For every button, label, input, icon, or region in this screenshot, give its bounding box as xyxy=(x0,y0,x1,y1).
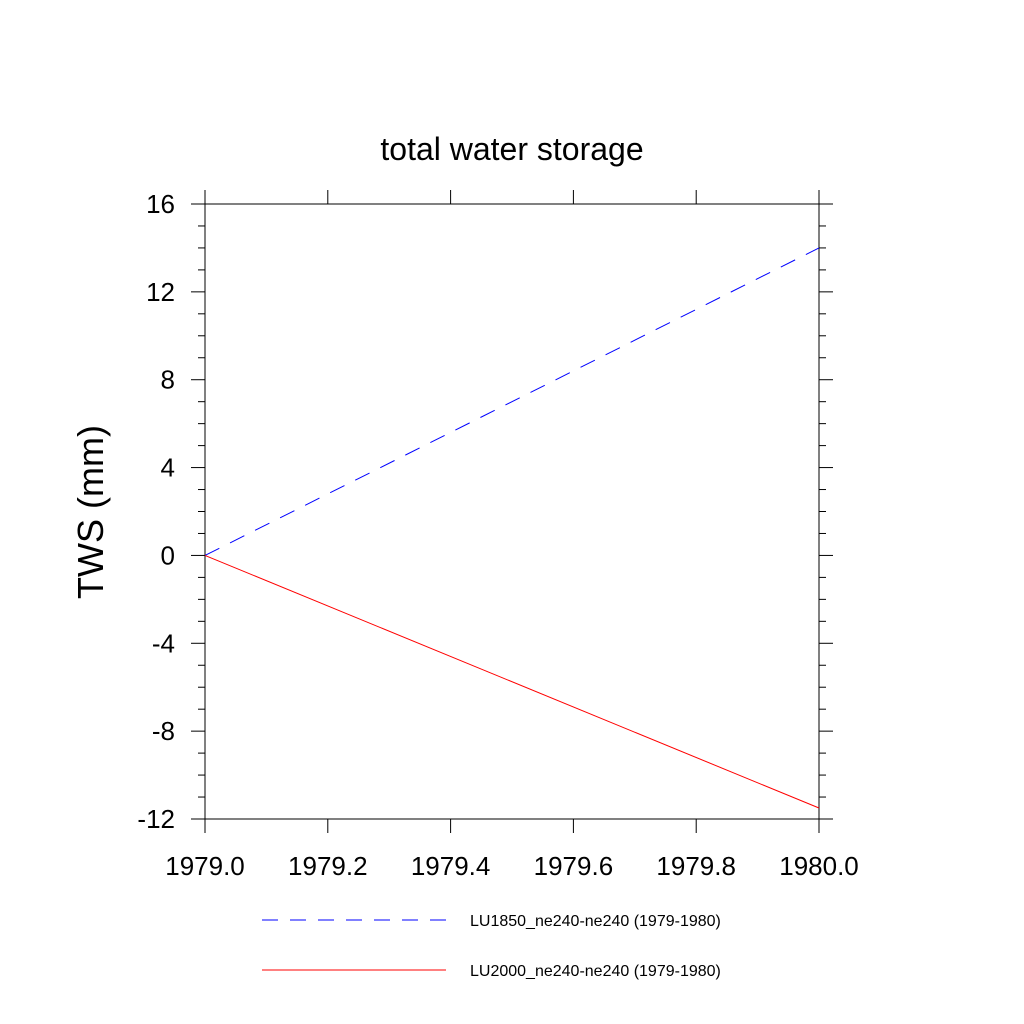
x-tick-labels: 1979.0 1979.2 1979.4 1979.6 1979.8 1980.0 xyxy=(165,851,859,881)
y-tick-label: -4 xyxy=(152,628,175,658)
y-tick-label: 4 xyxy=(161,453,175,483)
y-tick-label: -8 xyxy=(152,716,175,746)
major-ticks xyxy=(191,190,833,833)
y-axis-label: TWS (mm) xyxy=(70,425,111,599)
legend-label-1: LU1850_ne240-ne240 (1979-1980) xyxy=(470,913,721,930)
x-tick-label: 1979.8 xyxy=(656,851,736,881)
series-lines xyxy=(204,247,820,809)
plot-frame xyxy=(204,203,820,820)
legend-label-2: LU2000_ne240-ne240 (1979-1980) xyxy=(470,963,721,980)
x-tick-label: 1979.2 xyxy=(288,851,368,881)
x-tick-label: 1979.4 xyxy=(411,851,491,881)
x-tick-label: 1979.0 xyxy=(165,851,245,881)
y-tick-label: 0 xyxy=(161,540,175,570)
legend: LU1850_ne240-ne240 (1979-1980) LU2000_ne2… xyxy=(262,913,721,980)
series-line-1 xyxy=(204,247,820,556)
y-tick-labels: -12 -8 -4 0 4 8 12 16 xyxy=(137,189,175,834)
y-tick-label: -12 xyxy=(137,804,175,834)
chart-title: total water storage xyxy=(380,131,643,167)
series-line-2 xyxy=(204,554,820,809)
y-tick-label: 12 xyxy=(146,277,175,307)
minor-ticks xyxy=(198,225,826,798)
plot-border xyxy=(204,203,820,820)
y-tick-label: 8 xyxy=(161,365,175,395)
x-tick-label: 1980.0 xyxy=(779,851,859,881)
y-tick-label: 16 xyxy=(146,189,175,219)
x-tick-label: 1979.6 xyxy=(534,851,614,881)
